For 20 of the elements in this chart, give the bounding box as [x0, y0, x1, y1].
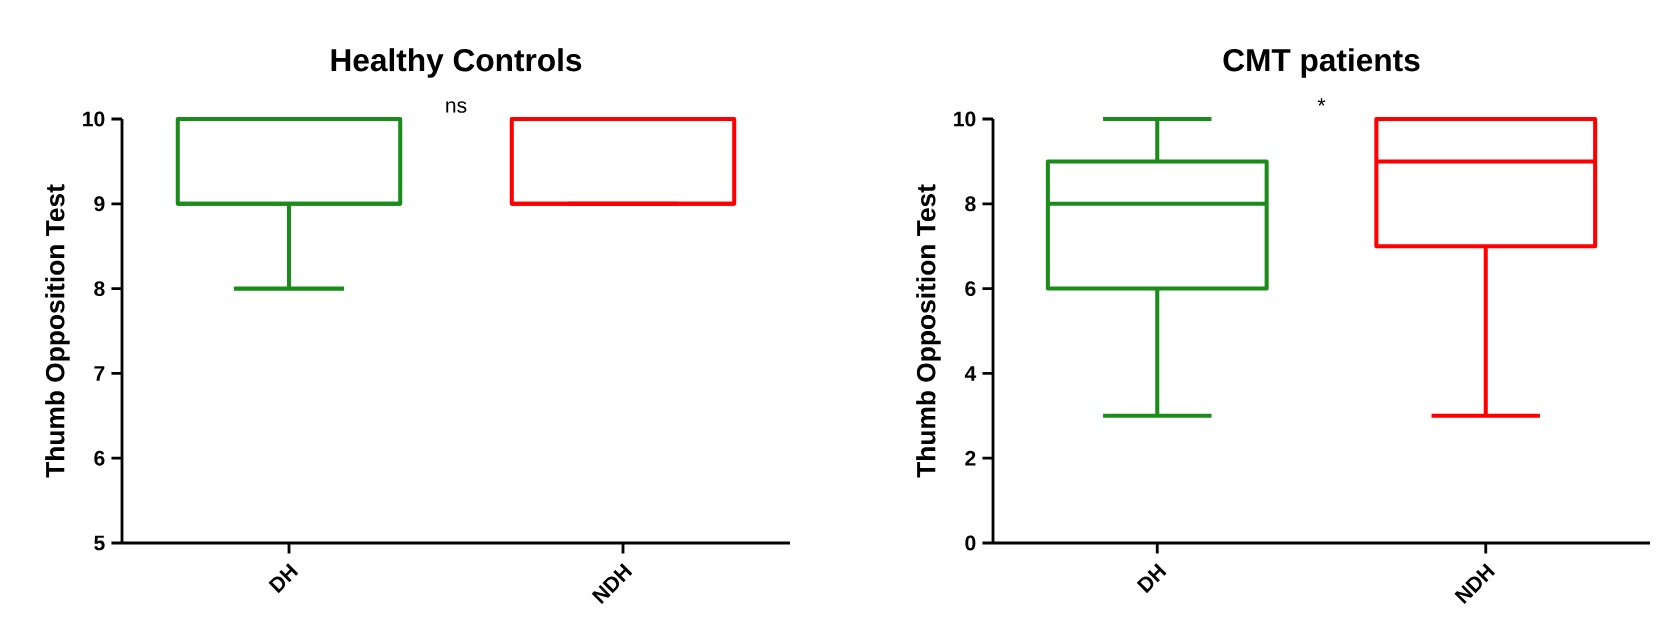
y-tick-label: 8 [94, 281, 105, 297]
y-tick-label: 6 [94, 450, 105, 466]
y-tick-label: 4 [964, 366, 977, 381]
text: * [1317, 98, 1326, 106]
y-tick-label: 7 [94, 366, 105, 381]
y-tick-label: 10 [954, 111, 976, 127]
text: ns [446, 101, 467, 113]
chart-title: CMT patients [1223, 48, 1420, 78]
y-axis-title: Thumb Opposition Test [45, 184, 70, 478]
x-tick-label: DH [1136, 563, 1167, 594]
y-tick-label: 8 [965, 196, 976, 212]
y-tick-label: 10 [83, 111, 105, 127]
y-tick-label: 5 [94, 535, 105, 551]
y-tick-label: 9 [94, 196, 105, 212]
x-tick-label: DH [268, 563, 299, 594]
y-tick-label: 0 [965, 535, 976, 551]
y-axis-title: Thumb Opposition Test [916, 184, 941, 478]
chart-title: Healthy Controls [331, 48, 582, 78]
y-tick-label: 2 [965, 450, 976, 466]
y-tick-label: 6 [965, 281, 976, 297]
